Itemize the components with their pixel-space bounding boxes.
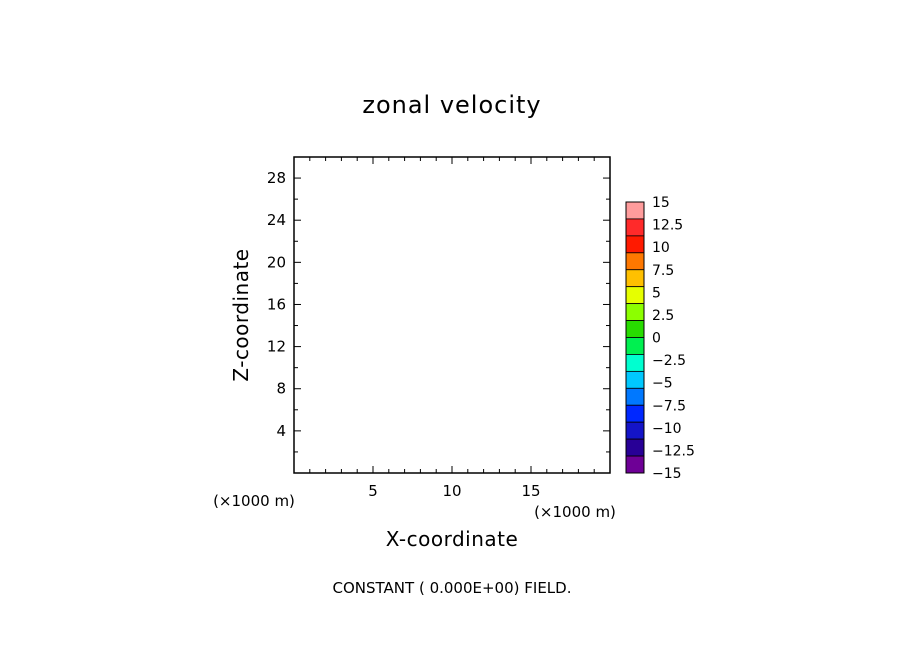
x-axis-label: X-coordinate <box>386 527 519 551</box>
colorbar-label: −12.5 <box>652 443 695 459</box>
colorbar-label: −15 <box>652 466 682 482</box>
colorbar-label: 5 <box>652 285 661 301</box>
y-tick-label: 24 <box>267 211 286 229</box>
y-unit-label: (×1000 m) <box>213 492 295 510</box>
colorbar-frame <box>625 201 645 474</box>
x-tick-label: 10 <box>442 482 461 500</box>
colorbar-swatch <box>625 252 645 271</box>
colorbar-label: −7.5 <box>652 398 686 414</box>
colorbar-label: −10 <box>652 421 682 437</box>
plot-area <box>293 156 611 474</box>
colorbar-label: 12.5 <box>652 218 683 234</box>
field-note: CONSTANT ( 0.000E+00) FIELD. <box>333 579 572 597</box>
colorbar-swatch <box>625 421 645 440</box>
colorbar-swatch <box>625 404 645 423</box>
colorbar-labels: 15 12.5 10 7.5 5 2.5 0 −2.5 −5 −7.5 −10 −12.5 −15 <box>652 195 695 482</box>
colorbar-swatch <box>625 320 645 338</box>
x-tick-label: 5 <box>368 482 378 500</box>
y-tick-label: 20 <box>267 253 286 271</box>
y-tick-label: 28 <box>267 169 286 187</box>
colorbar-swatch <box>625 337 645 355</box>
x-unit-label: (×1000 m) <box>534 503 616 521</box>
colorbar-swatch <box>625 455 645 474</box>
colorbar-swatch <box>625 438 645 457</box>
colorbar-label: 0 <box>652 331 661 347</box>
colorbar-label: 15 <box>652 195 670 211</box>
chart-title: zonal velocity <box>362 91 541 119</box>
colorbar-swatch <box>625 201 645 220</box>
colorbar-swatch <box>625 370 645 389</box>
colorbar-swatch <box>625 354 645 372</box>
axis-ticks <box>294 157 610 473</box>
y-tick-label: 8 <box>276 380 286 398</box>
colorbar-label: −5 <box>652 376 673 392</box>
y-tick-label: 16 <box>267 295 286 313</box>
y-tick-labels: 4 8 12 16 20 24 28 <box>267 169 286 440</box>
y-tick-label: 12 <box>267 338 286 356</box>
colorbar-label: −2.5 <box>652 353 686 369</box>
colorbar-swatch <box>625 269 645 288</box>
colorbar-label: 2.5 <box>652 308 674 324</box>
colorbar-swatch <box>625 286 645 305</box>
colorbar-swatch <box>625 387 645 406</box>
y-tick-label: 4 <box>276 422 286 440</box>
colorbar-swatch <box>625 303 645 321</box>
y-axis-label: Z-coordinate <box>229 248 253 381</box>
colorbar-label: 7.5 <box>652 263 674 279</box>
colorbar-swatch <box>625 218 645 237</box>
colorbar <box>625 201 645 474</box>
x-tick-label: 15 <box>521 482 540 500</box>
x-tick-labels: 5 10 15 <box>368 482 540 500</box>
colorbar-swatch <box>625 235 645 254</box>
colorbar-label: 10 <box>652 240 670 256</box>
